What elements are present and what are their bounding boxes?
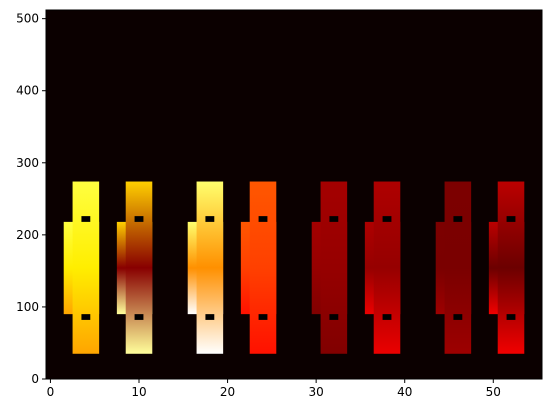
column-3-marker-1 — [205, 314, 215, 320]
column-1 — [72, 181, 100, 354]
column-8-marker-1 — [506, 314, 516, 320]
y-tick-label: 300 — [16, 156, 39, 170]
x-tick-label: 50 — [486, 385, 501, 399]
x-axis-ticks: 0 10 20 30 40 50 — [47, 379, 501, 399]
y-tick-label: 200 — [16, 228, 39, 242]
x-tick-label: 30 — [309, 385, 324, 399]
column-8-marker-2 — [506, 216, 516, 222]
column-4-marker-1 — [258, 314, 268, 320]
column-6 — [373, 181, 401, 354]
column-4-marker-2 — [258, 216, 268, 222]
column-3 — [196, 181, 224, 354]
column-2 — [125, 181, 153, 354]
column-3-marker-2 — [205, 216, 215, 222]
plot-area — [45, 9, 543, 380]
column-1-marker-1 — [81, 314, 91, 320]
x-tick-label: 40 — [397, 385, 412, 399]
x-tick-label: 20 — [220, 385, 235, 399]
column-6-marker-1 — [382, 314, 392, 320]
y-tick-label: 100 — [16, 300, 39, 314]
y-tick-label: 0 — [31, 372, 39, 386]
y-tick-label: 500 — [16, 12, 39, 26]
column-2-marker-2 — [134, 216, 144, 222]
column-7 — [444, 181, 472, 354]
plot-frame — [45, 9, 543, 380]
column-1-marker-2 — [81, 216, 91, 222]
column-4 — [249, 181, 277, 354]
column-6-marker-2 — [382, 216, 392, 222]
y-tick-label: 400 — [16, 84, 39, 98]
x-tick-label: 10 — [131, 385, 146, 399]
column-5-marker-2 — [329, 216, 339, 222]
column-2-marker-1 — [134, 314, 144, 320]
y-axis-ticks: 0 100 200 300 400 500 — [16, 12, 46, 386]
column-7-marker-1 — [453, 314, 463, 320]
column-5 — [320, 181, 348, 354]
column-5-marker-1 — [329, 314, 339, 320]
column-7-marker-2 — [453, 216, 463, 222]
x-tick-label: 0 — [47, 385, 55, 399]
column-8 — [497, 181, 525, 354]
